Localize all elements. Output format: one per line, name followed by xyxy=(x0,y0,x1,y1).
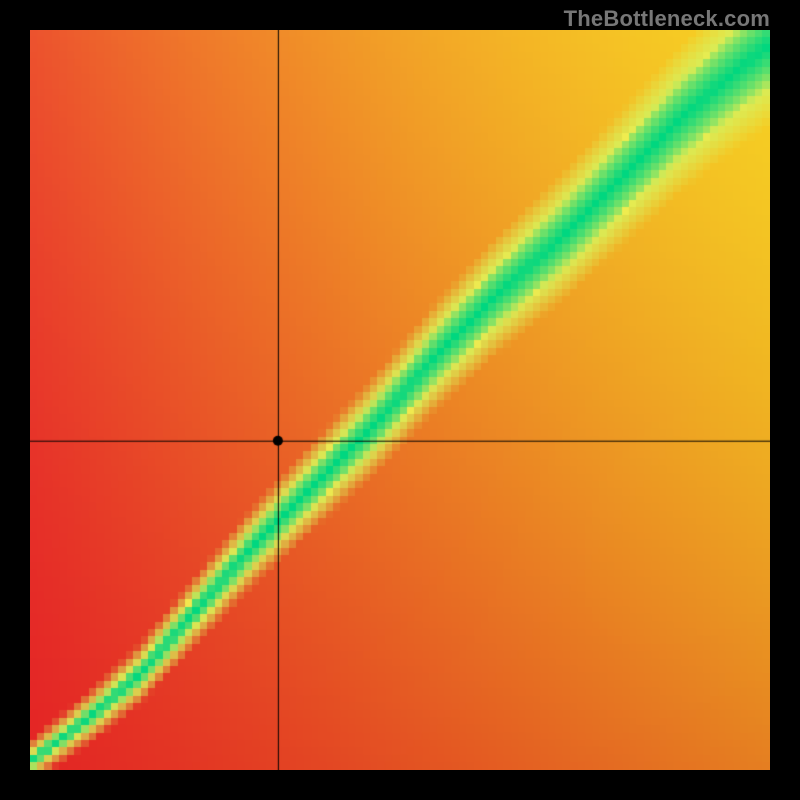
heatmap-canvas xyxy=(30,30,770,770)
chart-frame: TheBottleneck.com xyxy=(0,0,800,800)
watermark-text: TheBottleneck.com xyxy=(564,6,770,32)
